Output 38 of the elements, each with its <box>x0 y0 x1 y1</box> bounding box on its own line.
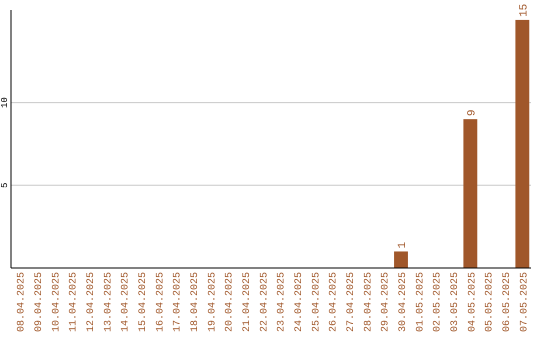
data-label: 9 <box>466 110 478 116</box>
x-tick-label: 25.04.2025 <box>311 272 322 332</box>
x-tick-label: 17.04.2025 <box>172 272 184 332</box>
x-tick-label: 13.04.2025 <box>103 272 114 332</box>
x-tick-label: 19.04.2025 <box>207 272 218 332</box>
x-tick-label: 27.04.2025 <box>346 272 357 332</box>
data-label: 15 <box>518 4 530 17</box>
x-tick-label: 26.04.2025 <box>328 272 340 332</box>
x-tick-label: 21.04.2025 <box>242 272 253 332</box>
x-tick-label: 28.04.2025 <box>363 272 374 332</box>
x-tick-label: 07.05.2025 <box>519 272 530 332</box>
x-tick-label: 09.04.2025 <box>34 272 45 332</box>
x-tick-label: 20.04.2025 <box>224 272 236 332</box>
x-tick-label: 29.04.2025 <box>380 272 392 332</box>
bar <box>394 251 408 268</box>
x-tick-label: 02.05.2025 <box>432 272 444 332</box>
x-tick-label: 22.04.2025 <box>259 272 270 332</box>
x-tick-label: 05.05.2025 <box>484 272 496 332</box>
x-tick-label: 12.04.2025 <box>86 272 97 332</box>
bar <box>463 119 478 268</box>
y-tick-label: 5 <box>0 182 10 188</box>
x-tick-label: 11.04.2025 <box>68 272 80 332</box>
x-tick-label: 18.04.2025 <box>190 272 201 332</box>
x-tick-label: 23.04.2025 <box>276 272 288 332</box>
x-tick-label: 08.04.2025 <box>16 272 28 332</box>
data-label: 1 <box>397 241 409 248</box>
x-tick-label: 10.04.2025 <box>51 272 62 332</box>
x-tick-label: 24.04.2025 <box>294 272 305 332</box>
x-tick-label: 30.04.2025 <box>398 272 409 332</box>
bar <box>515 20 530 268</box>
x-tick-label: 15.04.2025 <box>138 272 149 332</box>
x-tick-label: 01.05.2025 <box>415 272 426 332</box>
x-tick-label: 06.05.2025 <box>502 272 513 332</box>
x-tick-label: 03.05.2025 <box>450 272 461 332</box>
y-tick-label: 10 <box>0 97 10 108</box>
x-tick-label: 04.05.2025 <box>467 272 478 332</box>
x-tick-label: 14.04.2025 <box>120 272 132 332</box>
x-tick-label: 16.04.2025 <box>155 272 166 332</box>
